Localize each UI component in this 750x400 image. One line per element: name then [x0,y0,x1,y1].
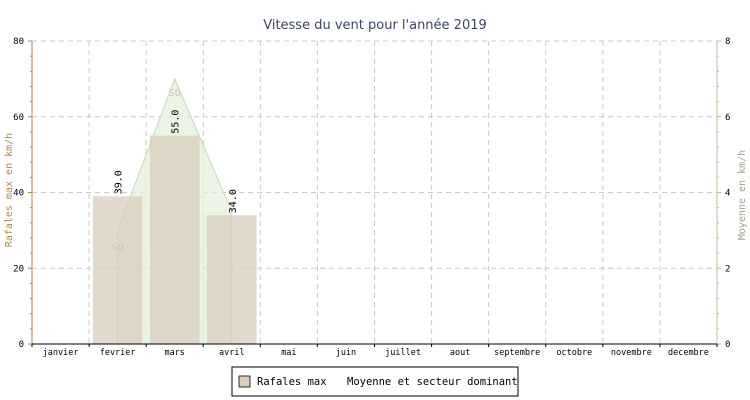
x-tick-label: avril [219,348,245,358]
gust-series-layer [92,135,257,344]
bar-value-label: 55.0 [171,110,182,134]
x-tick-label: mai [281,348,296,358]
sector-label: SO [169,88,181,99]
legend-label-gusts: Rafales max [257,376,327,388]
y-tick-label-left: 20 [13,264,24,274]
x-tick-label: decembre [668,348,709,358]
y-tick-label-left: 40 [13,189,24,199]
x-tick-label: juin [336,348,356,358]
bar-value-label: 39.0 [114,170,125,194]
x-tick-label: janvier [43,348,79,358]
x-tick-label: octobre [556,348,592,358]
legend-swatch-gusts [238,375,251,388]
y-tick-label-left: 60 [13,113,24,123]
y-axis-left-title: Rafales max en km/h [4,133,15,247]
y-tick-label-right: 8 [725,37,730,47]
y-tick-label-left: 0 [19,340,24,350]
bar-gust [206,215,257,344]
x-tick-label: septembre [494,348,540,358]
axes: 0 20 40 60 80 0 2 4 6 8 janvier fevrier mars avril mai… [13,37,730,358]
data-labels: SO SO 39.0 55.0 34.0 [112,88,239,254]
y-tick-label-left: 80 [13,37,24,47]
legend-label-mean: Moyenne et secteur dominant [347,376,518,388]
sector-label: SO [112,242,124,253]
legend-box [231,366,519,397]
y-axis-right-title: Moyenne en km/h [737,150,748,240]
x-tick-label: fevrier [100,348,136,358]
y-tick-label-right: 0 [725,340,730,350]
x-tick-label: aout [450,348,470,358]
y-tick-label-right: 6 [725,113,730,123]
chart-title: Vitesse du vent pour l'année 2019 [263,18,487,33]
y-tick-label-right: 2 [725,264,730,274]
x-tick-label: juillet [385,348,421,358]
bar-gust [149,135,200,344]
y-tick-label-right: 4 [725,189,730,199]
bar-value-label: 34.0 [228,189,239,213]
legend: Rafales max Moyenne et secteur dominant [231,366,519,397]
bar-gust [92,196,143,344]
x-tick-label: mars [164,348,184,358]
x-tick-label: novembre [611,348,652,358]
